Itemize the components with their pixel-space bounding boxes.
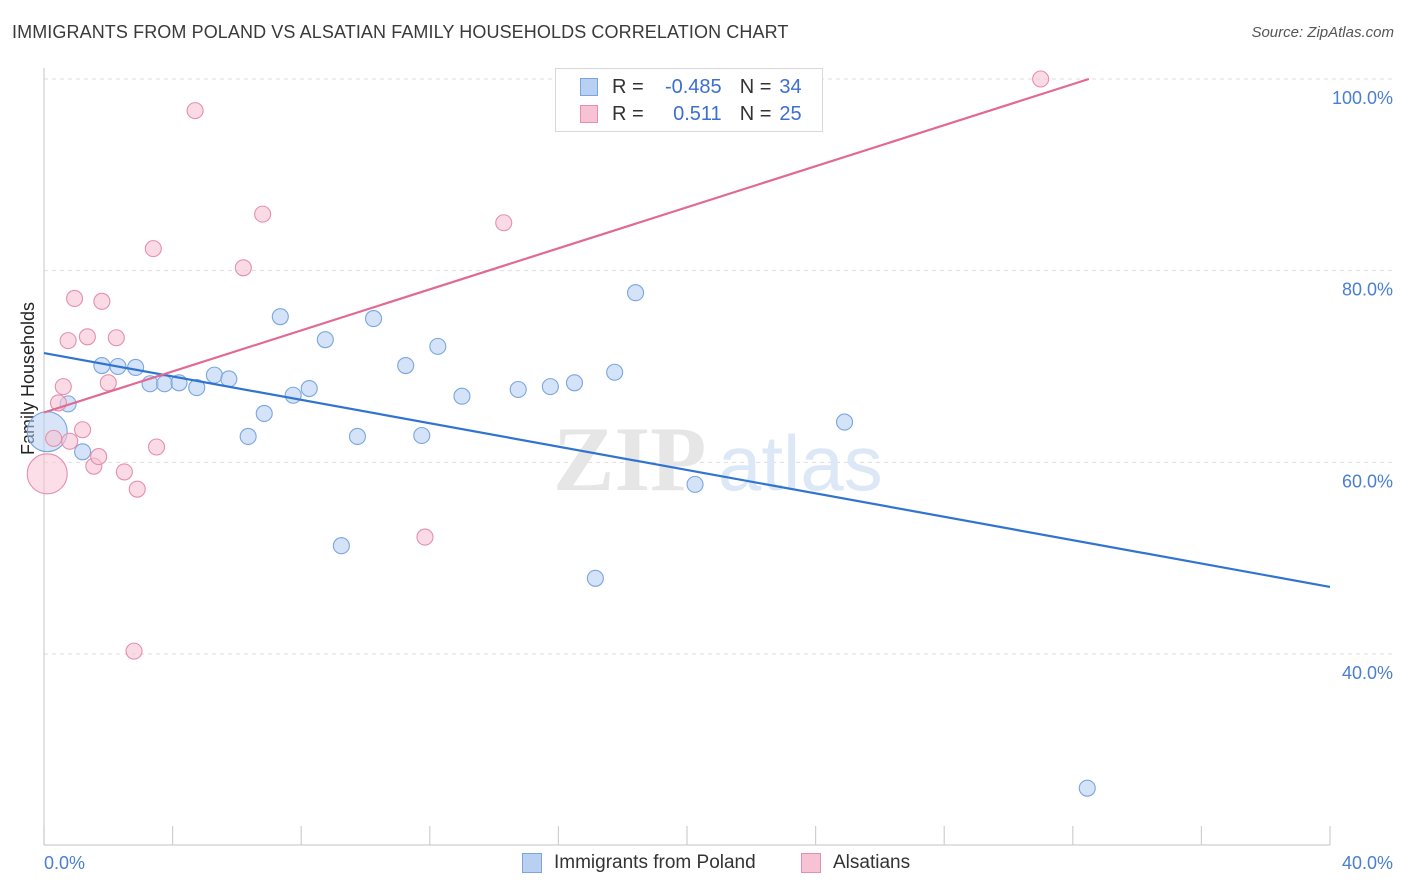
alsatian-point (254, 205, 272, 223)
alsatian-point (128, 480, 146, 498)
alsatian-point (107, 329, 125, 347)
legend-row-alsatians: R = 0.511 N = 25 (580, 101, 802, 127)
poland-point (239, 427, 257, 446)
legend-label: Immigrants from Poland (554, 852, 756, 873)
alsatian-point (78, 328, 96, 346)
alsatian-point (495, 214, 513, 232)
legend-item-poland: Immigrants from Poland (522, 852, 756, 874)
alsatian-point (26, 453, 68, 495)
poland-point (364, 310, 383, 328)
legend-row-poland: R = -0.485 N = 34 (580, 74, 802, 100)
poland-point (127, 358, 145, 377)
poland-point (627, 284, 645, 302)
poland-point (429, 337, 447, 355)
alsatian-point (115, 463, 133, 481)
grid-lines (44, 78, 1395, 655)
data-points (26, 70, 1096, 797)
correlation-legend: R = -0.485 N = 34 R = 0.511 N = 25 (555, 68, 823, 132)
blue-swatch (580, 78, 598, 96)
alsatian-point (147, 438, 166, 456)
n-label: N = (739, 102, 772, 125)
n-label: N = (739, 75, 772, 98)
alsatian-point (54, 378, 72, 396)
y-tick-label: 40.0% (1342, 663, 1393, 683)
poland-point (686, 475, 704, 493)
y-tick-label: 60.0% (1342, 471, 1393, 491)
n-value: 25 (779, 102, 802, 125)
alsatian-point (186, 102, 204, 120)
poland-point (255, 404, 273, 423)
poland-point (835, 413, 854, 431)
pink-swatch (580, 105, 598, 123)
r-label: R = (612, 75, 644, 98)
watermark: ZIPatlas (553, 408, 883, 510)
poland-point (348, 427, 367, 446)
r-value: 0.511 (673, 102, 722, 125)
r-label: R = (612, 102, 644, 125)
y-tick-label: 80.0% (1342, 280, 1393, 300)
pink-swatch (801, 853, 821, 873)
alsatian-point (59, 332, 77, 350)
poland-point (453, 387, 471, 405)
poland-point (586, 569, 604, 587)
y-tick-label: 100.0% (1332, 88, 1393, 108)
poland-point (74, 443, 92, 461)
alsatian-trend-line (43, 77, 1090, 414)
poland-point (188, 379, 206, 397)
poland-point (316, 331, 334, 349)
alsatian-point (144, 240, 162, 258)
poland-point (606, 363, 624, 381)
alsatian-point (61, 432, 79, 450)
alsatian-point (125, 642, 143, 660)
poland-point (1078, 779, 1096, 797)
poland-point (413, 426, 431, 445)
alsatian-point (90, 448, 108, 466)
poland-point (397, 356, 415, 375)
poland-point (220, 370, 238, 388)
alsatian-point (65, 289, 84, 308)
blue-swatch (522, 853, 542, 873)
alsatian-point (45, 429, 63, 447)
chart-title: IMMIGRANTS FROM POLAND VS ALSATIAN FAMIL… (12, 22, 789, 42)
watermark-atlas: atlas (718, 419, 883, 507)
poland-point (156, 375, 174, 393)
x-tick-label: 40.0% (1342, 853, 1393, 873)
poland-point (565, 374, 584, 392)
poland-trend-line (43, 352, 1331, 588)
trend-lines (43, 77, 1331, 588)
alsatian-point (74, 421, 92, 439)
alsatian-point (93, 292, 111, 310)
poland-point (205, 366, 223, 384)
poland-point (509, 380, 527, 399)
alsatian-point (416, 528, 434, 546)
legend-item-alsatians: Alsatians (801, 852, 910, 874)
alsatian-point (99, 374, 117, 392)
poland-point (332, 537, 350, 555)
x-tick-label: 0.0% (44, 853, 85, 873)
poland-point (300, 379, 318, 398)
poland-point (284, 386, 302, 404)
r-value: -0.485 (664, 75, 722, 98)
n-value: 34 (779, 75, 802, 98)
source-label: Source: ZipAtlas.com (1251, 24, 1394, 41)
tick-labels: 100.0% 80.0% 60.0% 40.0% 0.0% 40.0% (44, 88, 1393, 873)
poland-point (271, 308, 289, 326)
poland-point (541, 378, 559, 396)
legend-label: Alsatians (833, 852, 911, 873)
poland-point (26, 411, 68, 453)
alsatian-point (234, 259, 252, 277)
alsatian-point (1032, 70, 1050, 88)
series-legend: Immigrants from Poland Alsatians (0, 852, 1406, 878)
